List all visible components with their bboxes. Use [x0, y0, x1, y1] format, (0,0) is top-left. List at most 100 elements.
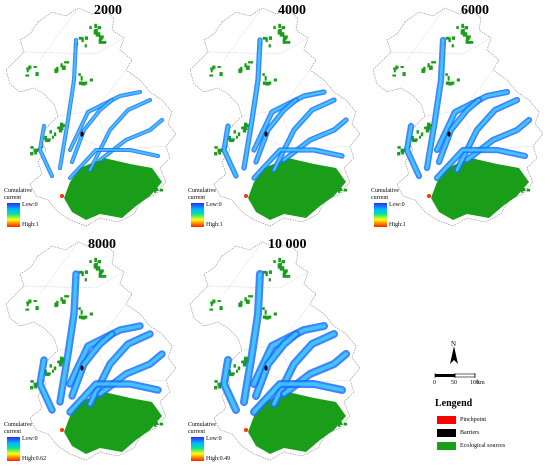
ecological-source-patch — [281, 260, 286, 264]
panel-title: 8000 — [88, 237, 116, 252]
county-boundary-5 — [390, 37, 492, 55]
pinchpoint-marker — [427, 194, 431, 198]
ecological-source-patch — [245, 124, 249, 128]
map-panel-6000: 6000 Cumulative current Low:0 High:1 — [367, 0, 550, 234]
ecological-source-patch — [210, 303, 213, 307]
ecological-source-patch — [61, 65, 66, 70]
ecological-source-patch — [456, 26, 459, 30]
ecological-source-patch — [401, 149, 405, 155]
region-map — [189, 241, 361, 461]
ramp-low-label: Low:0 — [206, 202, 222, 208]
ecological-source-patch — [210, 69, 213, 73]
ecological-source-patch — [425, 127, 430, 133]
ecological-source-patch — [519, 184, 524, 190]
ecological-source-patch — [153, 414, 158, 419]
ecological-source-patch — [343, 188, 348, 192]
pinchpoint-marker — [244, 194, 248, 198]
ramp-low-label: Low:0 — [22, 436, 38, 442]
ecological-source-patch — [264, 76, 267, 81]
cumulative-current-scale: Cumulative current — [371, 188, 411, 202]
ecological-source-patch — [273, 260, 276, 264]
ecological-source-patch — [64, 295, 70, 298]
panel-title: 6000 — [461, 3, 489, 18]
ecological-source-patch — [343, 422, 348, 426]
ecological-source-patch — [98, 272, 102, 276]
corridor-core-2 — [242, 38, 262, 170]
ecological-source-patch — [95, 266, 101, 271]
ecological-source-patch — [209, 308, 214, 311]
corridor-core-1 — [254, 332, 298, 398]
county-boundary-1 — [462, 109, 534, 151]
ecological-source-patch — [84, 36, 88, 40]
ecological-source-patch — [229, 138, 234, 143]
ecological-source-patch — [242, 127, 247, 133]
ecological-source-patch — [28, 65, 32, 69]
ecological-source-patch — [248, 295, 254, 298]
ecological-source-patch — [101, 274, 107, 278]
ecological-source-patch — [451, 44, 454, 48]
ecological-source-patch — [448, 37, 451, 43]
ecological-source-patch — [54, 68, 58, 74]
ecological-source-patch — [267, 315, 272, 319]
north-arrow-label: N — [451, 340, 457, 348]
ecological-source-patch — [152, 184, 157, 190]
ecological-source-patch — [238, 68, 242, 74]
ecological-source-patch — [282, 39, 286, 44]
ecological-source-patch — [51, 135, 54, 139]
ecological-source-patch — [64, 61, 70, 64]
ecological-source-patch — [282, 272, 286, 276]
ecological-source-patch — [336, 418, 341, 424]
ecological-source-patch — [465, 38, 469, 42]
ecological-source-patch — [445, 36, 450, 40]
ecological-source-patch — [337, 414, 342, 419]
ecological-source-patch — [152, 418, 157, 424]
ecological-source-patch — [61, 358, 65, 362]
scale-tick-50: 50 — [451, 380, 457, 386]
barriers-swatch — [437, 429, 456, 437]
ecological-source-patch — [58, 126, 62, 130]
ecological-source-patch — [520, 180, 525, 185]
ecological-source-patch — [81, 81, 86, 86]
ecological-source-patch — [35, 72, 39, 77]
ramp-low-label: Low:0 — [22, 202, 38, 208]
ecological-source-patch — [61, 124, 65, 128]
county-boundary-4 — [406, 7, 446, 61]
ecological-source-patch — [464, 26, 469, 30]
ecological-source-patch — [89, 260, 92, 264]
ecological-source-patch — [278, 23, 281, 28]
ecological-source-patch — [54, 302, 58, 308]
ecological-source-patch — [427, 63, 430, 68]
ecological-source-patch — [97, 260, 102, 264]
ecological-source-patch — [281, 26, 286, 30]
ecological-source-patch — [60, 297, 63, 302]
ecological-source-patch — [277, 29, 281, 35]
ecological-source-patch — [265, 315, 270, 320]
corridor-core-2 — [59, 39, 77, 169]
ecological-source-patch — [209, 74, 214, 77]
map-panel-2000: 2000 Cumulative current Low:0 High:1 — [0, 0, 183, 234]
ecological-source-patch — [400, 65, 404, 68]
ecological-source-patch — [416, 130, 419, 134]
ecological-source-patch — [428, 124, 432, 128]
region-map — [5, 241, 177, 461]
ecological-source-patch — [268, 270, 272, 274]
ecological-source-patch — [98, 273, 102, 278]
ecological-source-patch — [431, 61, 437, 64]
ecological-source-patch — [81, 37, 84, 43]
county-boundary-5 — [207, 37, 309, 55]
ecological-source-patch — [26, 69, 29, 73]
ecological-source-patch — [218, 149, 222, 155]
ecological-source-patch — [242, 126, 246, 130]
scale-unit: km — [477, 380, 485, 386]
ecological-source-patch — [245, 65, 250, 70]
ecological-source-patch — [265, 81, 270, 86]
region-boundary — [5, 7, 177, 227]
ecological-source-patch — [245, 358, 249, 362]
ecological-source-patch — [451, 36, 455, 40]
ecological-source-patch — [228, 135, 231, 141]
scale-title: Cumulative current — [188, 188, 216, 201]
ecological-source-south — [64, 158, 162, 220]
ecological-source-patch — [279, 32, 285, 37]
county-boundary-4 — [223, 7, 263, 61]
ecological-source-patch — [520, 187, 526, 192]
